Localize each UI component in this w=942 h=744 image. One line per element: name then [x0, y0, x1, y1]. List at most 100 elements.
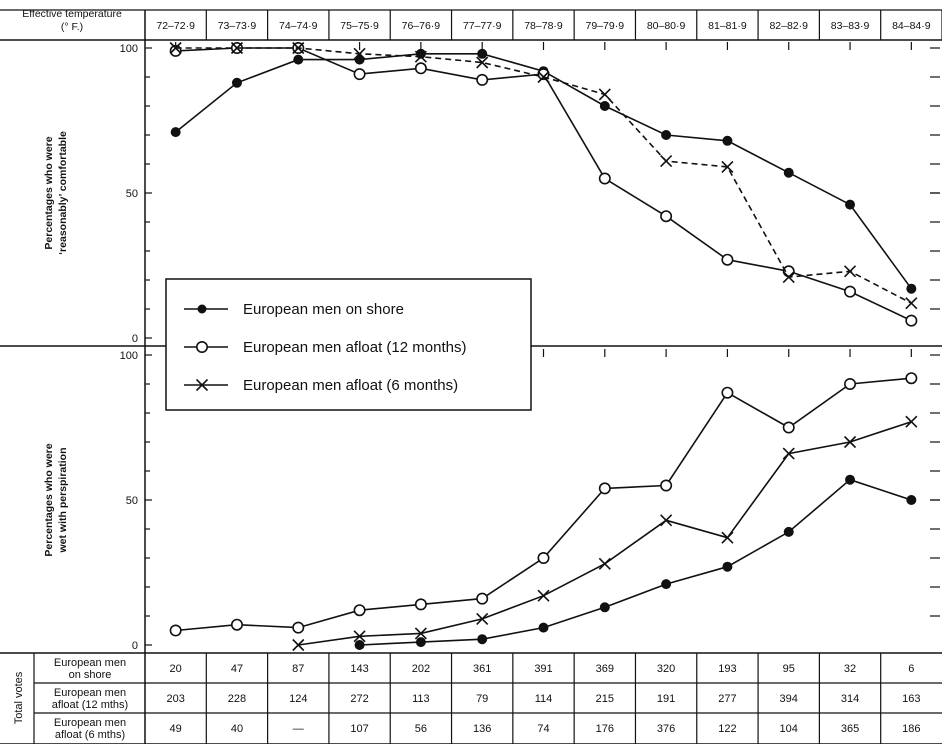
table-cell: 203 — [166, 693, 184, 705]
table-cell: 113 — [412, 693, 430, 705]
table-row-label-line1: European men — [54, 657, 126, 669]
table-side-label: Total votes — [13, 671, 25, 724]
y-axis-label-line1: Percentages who were — [43, 443, 55, 556]
temperature-category-label: 80–80·9 — [647, 20, 686, 32]
table-cell: 95 — [783, 663, 795, 675]
data-point-open — [844, 285, 857, 298]
legend: European men on shore European men afloat… — [165, 278, 532, 411]
y-tick-label: 50 — [126, 495, 138, 507]
temperature-header: Effective temperature (° F.) 72–72·9 73–7… — [22, 8, 942, 40]
data-point-open — [598, 482, 611, 495]
legend-label: European men on shore — [243, 301, 404, 318]
data-point-open — [476, 73, 489, 86]
series-filled-circle — [354, 474, 917, 650]
data-point-filled — [354, 54, 365, 65]
table-cell: 314 — [841, 693, 859, 705]
temperature-category-label: 73–73·9 — [218, 20, 257, 32]
data-point-cross — [598, 88, 611, 101]
table-cell: 193 — [718, 663, 736, 675]
data-point-open — [721, 386, 734, 399]
temperature-category-label: 74–74·9 — [279, 20, 318, 32]
data-point-open — [414, 598, 427, 611]
y-tick-label: 50 — [126, 188, 138, 200]
data-point-filled — [231, 77, 242, 88]
data-point-filled — [722, 135, 733, 146]
data-point-filled — [415, 637, 426, 648]
data-point-cross — [660, 514, 673, 527]
table-cell: 277 — [718, 693, 736, 705]
data-point-filled — [906, 495, 917, 505]
data-point-cross — [721, 531, 734, 544]
data-point-cross — [169, 41, 182, 55]
data-point-filled — [783, 526, 794, 537]
data-point-filled — [538, 622, 549, 633]
table-cell: 56 — [415, 723, 427, 735]
temperature-category-label: 78–78·9 — [524, 20, 563, 32]
temperature-category-label: 79–79·9 — [586, 20, 625, 32]
data-point-open — [721, 253, 734, 266]
temperature-category-label: 84–84·9 — [892, 20, 931, 32]
table-cell: 136 — [473, 723, 491, 735]
header-label-line1: Effective temperature — [22, 8, 122, 20]
legend-marker-cross — [195, 378, 209, 392]
legend-label: European men afloat (12 months) — [243, 339, 466, 356]
data-point-open — [537, 68, 550, 81]
data-point-open — [782, 421, 795, 434]
table-row-label-line1: European men — [54, 687, 126, 699]
data-point-filled — [661, 130, 672, 140]
table-cell: 104 — [780, 723, 798, 735]
table-row-label-line1: European men — [54, 717, 126, 729]
data-point-open — [598, 172, 611, 185]
data-point-open — [476, 592, 489, 605]
data-point-cross — [414, 50, 427, 63]
data-point-cross — [721, 160, 734, 173]
table-cell: 49 — [170, 723, 182, 735]
legend-box — [165, 278, 532, 411]
table-cell: 176 — [596, 723, 614, 735]
data-point-cross — [476, 612, 489, 625]
series-line-open-circle — [175, 377, 912, 632]
data-point-filled — [293, 54, 304, 65]
series-cross — [292, 415, 918, 652]
data-point-filled — [783, 167, 794, 178]
y-axis-label-line2: ‘reasonably’ comfortable — [57, 131, 69, 255]
series-line-filled-circle — [359, 478, 912, 646]
table-cell: 191 — [657, 693, 675, 705]
data-point-open — [353, 604, 366, 617]
series-line-filled-circle — [175, 52, 912, 290]
data-point-open — [414, 62, 427, 75]
data-point-cross — [843, 435, 857, 449]
y-tick-label: 100 — [120, 43, 138, 55]
data-point-open — [905, 372, 918, 385]
data-point-filled — [477, 634, 488, 645]
table-cell: 186 — [902, 723, 920, 735]
data-point-cross — [292, 638, 305, 652]
legend-marker-open — [196, 340, 209, 353]
table-row-label-line2: on shore — [69, 669, 112, 681]
series-cross — [169, 41, 918, 310]
table-row-label-line2: afloat (12 mths) — [52, 699, 128, 711]
data-point-open — [230, 618, 243, 631]
data-point-open — [905, 314, 918, 327]
data-point-cross — [843, 265, 857, 278]
table-cell: 20 — [170, 663, 182, 675]
data-point-filled — [354, 640, 365, 650]
data-point-cross — [660, 155, 673, 168]
data-point-cross — [414, 627, 427, 640]
data-point-cross — [476, 56, 489, 69]
table-cell: 79 — [476, 693, 488, 705]
table-cell: 40 — [231, 723, 243, 735]
table-cell: 361 — [473, 663, 491, 675]
series-line-cross — [175, 47, 912, 304]
table-cell: 272 — [350, 693, 368, 705]
table-cell: 391 — [534, 663, 552, 675]
table-cell: 365 — [841, 723, 859, 735]
table-cell: 320 — [657, 663, 675, 675]
table-cell: 32 — [844, 663, 856, 675]
data-point-open — [660, 479, 673, 492]
data-point-cross — [905, 415, 918, 428]
data-point-cross — [537, 589, 550, 602]
